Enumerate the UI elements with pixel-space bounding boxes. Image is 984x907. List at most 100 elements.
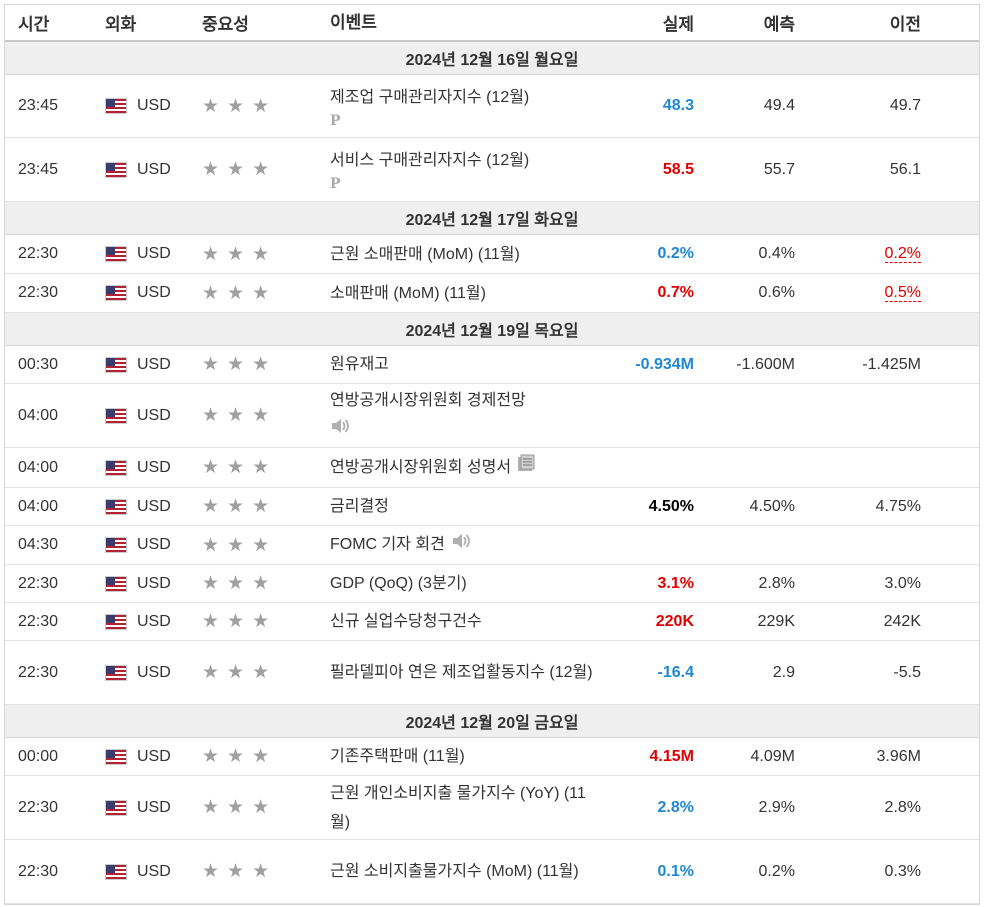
us-flag-icon [105, 748, 127, 765]
star-icon: ★ [202, 496, 220, 517]
event-name[interactable]: 금리결정 [330, 498, 389, 515]
currency-cell: USD [105, 407, 202, 425]
event-cell: 소매판매 (MoM) (11월) [330, 279, 601, 308]
table-row[interactable]: 22:30 USD ★ ★ ★ 근원 개인소비지출 물가지수 (YoY) (11월) 2.8… [5, 776, 979, 840]
star-icon: ★ [252, 861, 270, 882]
event-time: 22:30 [18, 574, 59, 592]
table-row[interactable]: 22:30 USD ★ ★ ★ GDP (QoQ) (3분기) 3.1% 2.8% 3.0% [5, 565, 979, 603]
star-icon: ★ [227, 534, 245, 556]
table-row[interactable]: 22:30 USD ★ ★ ★ 신규 실업수당청구건수 220K 229K 242K [5, 603, 979, 641]
forecast-value: 229K [757, 612, 795, 630]
previous-value: 4.75% [795, 498, 921, 516]
speaker-icon[interactable] [451, 531, 471, 560]
star-icon: ★ [227, 457, 245, 478]
event-time: 22:30 [18, 798, 59, 816]
currency-code: USD [137, 497, 171, 515]
event-name[interactable]: 제조업 구매관리자지수 (12월) [330, 88, 530, 106]
previous-value: 242K [795, 613, 921, 631]
us-flag-icon [105, 356, 127, 373]
event-name[interactable]: 연방공개시장위원회 경제전망 [330, 392, 526, 410]
us-flag-icon [105, 664, 127, 681]
previous-value: 0.3% [795, 863, 921, 881]
preliminary-icon: P [330, 176, 341, 192]
actual-value: 220K [655, 612, 694, 630]
actual-value: 58.5 [662, 160, 694, 178]
star-icon: ★ [227, 746, 245, 767]
event-name[interactable]: 근원 소비지출물가지수 (MoM) (11월) [330, 863, 579, 880]
actual-value: -16.4 [657, 663, 694, 681]
previous-text: 242K [883, 612, 921, 630]
us-flag-icon [105, 407, 127, 424]
event-name[interactable]: 연방공개시장위원회 성명서 [330, 458, 512, 476]
importance-stars: ★ ★ ★ [202, 798, 330, 817]
us-flag-icon [105, 98, 127, 114]
table-row[interactable]: 22:30 USD ★ ★ ★ 소매판매 (MoM) (11월) 0.7% 0.6% 0.5% [5, 274, 979, 313]
star-icon: ★ [227, 159, 245, 180]
event-name[interactable]: 서비스 구매관리자지수 (12월) [330, 152, 530, 169]
importance-stars: ★ ★ ★ [202, 747, 330, 766]
table-row[interactable]: 00:30 USD ★ ★ ★ 원유재고 -0.934M -1.600M -1.425M [5, 346, 979, 384]
star-icon: ★ [227, 282, 245, 304]
us-flag-icon [105, 498, 127, 515]
event-name[interactable]: GDP (QoQ) (3분기) [330, 575, 467, 592]
forecast-value: -1.600M [736, 355, 795, 373]
event-name[interactable]: 원유재고 [330, 356, 389, 373]
table-row[interactable]: 22:30 USD ★ ★ ★ 필라델피아 연은 제조업활동지수 (12월) -16.4 2.… [5, 641, 979, 705]
event-name[interactable]: 필라델피아 연은 제조업활동지수 (12월) [330, 664, 593, 681]
currency-code: USD [137, 355, 171, 373]
previous-text[interactable]: 0.5% [884, 284, 921, 302]
star-icon: ★ [227, 611, 245, 632]
star-icon: ★ [252, 662, 270, 683]
event-cell: 원유재고 [330, 350, 601, 379]
currency-cell: USD [105, 245, 202, 263]
table-row[interactable]: 04:00 USD ★ ★ ★ 연방공개시장위원회 경제전망 [5, 384, 979, 448]
importance-stars: ★ ★ ★ [202, 574, 330, 593]
event-name[interactable]: 신규 실업수당청구건수 [330, 613, 482, 630]
currency-cell: USD [105, 799, 202, 817]
header-forecast: 예측 [763, 15, 795, 34]
table-row[interactable]: 04:30 USD ★ ★ ★ FOMC 기자 회견 [5, 526, 979, 565]
previous-text[interactable]: 0.2% [884, 245, 921, 263]
forecast-value: 0.4% [758, 245, 795, 262]
currency-code: USD [137, 458, 171, 476]
star-icon: ★ [252, 243, 270, 265]
event-cell: 금리결정 [330, 492, 601, 521]
star-icon: ★ [202, 405, 220, 426]
table-row[interactable]: 23:45 USD ★ ★ ★ 서비스 구매관리자지수 (12월) P 58.5 55.7 56.… [5, 138, 979, 202]
star-icon: ★ [202, 243, 220, 265]
event-name[interactable]: 소매판매 (MoM) (11월) [330, 284, 486, 302]
star-icon: ★ [202, 354, 220, 375]
header-actual: 실제 [662, 15, 694, 34]
economic-calendar-table: 시간 외화 중요성 이벤트 실제 예측 이전 2024년 12월 16일 월요일… [4, 4, 980, 905]
actual-value: 0.2% [657, 245, 694, 262]
event-name[interactable]: FOMC 기자 회견 [330, 536, 445, 554]
star-icon: ★ [202, 611, 220, 632]
forecast-value: 2.9 [772, 663, 795, 681]
previous-value: 0.5% [795, 284, 921, 302]
star-icon: ★ [227, 496, 245, 517]
importance-stars: ★ ★ ★ [202, 245, 330, 264]
forecast-value: 0.2% [758, 862, 795, 880]
table-row[interactable]: 04:00 USD ★ ★ ★ 금리결정 4.50% 4.50% 4.75% [5, 488, 979, 526]
forecast-value: 2.9% [758, 798, 795, 816]
currency-code: USD [137, 245, 171, 262]
table-row[interactable]: 00:00 USD ★ ★ ★ 기존주택판매 (11월) 4.15M 4.09M 3.96M [5, 738, 979, 776]
importance-stars: ★ ★ ★ [202, 284, 330, 303]
previous-value: -1.425M [795, 356, 921, 374]
table-row[interactable]: 22:30 USD ★ ★ ★ 근원 소비지출물가지수 (MoM) (11월) 0.1% 0.… [5, 840, 979, 904]
event-name[interactable]: 기존주택판매 (11월) [330, 748, 465, 765]
table-row[interactable]: 04:00 USD ★ ★ ★ 연방공개시장위원회 성명서 [5, 448, 979, 488]
table-row[interactable]: 22:30 USD ★ ★ ★ 근원 소매판매 (MoM) (11월) 0.2% 0.4% 0.… [5, 235, 979, 274]
star-icon: ★ [227, 95, 245, 117]
previous-text: 3.0% [884, 574, 921, 592]
star-icon: ★ [202, 573, 220, 594]
star-icon: ★ [252, 496, 270, 517]
event-name[interactable]: 근원 개인소비지출 물가지수 (YoY) (11월) [330, 784, 586, 831]
speaker-icon[interactable] [330, 416, 350, 445]
currency-cell: USD [105, 498, 202, 516]
document-icon[interactable] [517, 453, 535, 482]
table-row[interactable]: 23:45 USD ★ ★ ★ 제조업 구매관리자지수 (12월) P 48.3 49.4 49.… [5, 75, 979, 138]
event-cell: 신규 실업수당청구건수 [330, 607, 601, 636]
star-icon: ★ [202, 797, 220, 818]
event-name[interactable]: 근원 소매판매 (MoM) (11월) [330, 245, 520, 263]
